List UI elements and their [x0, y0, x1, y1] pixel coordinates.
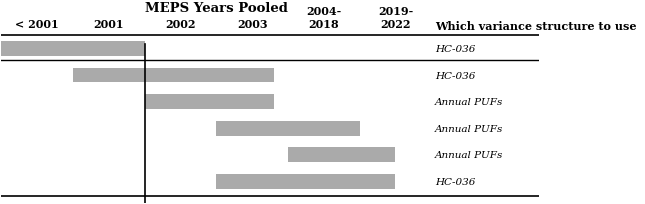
Text: Annual PUFs: Annual PUFs	[435, 98, 503, 107]
Text: Annual PUFs: Annual PUFs	[435, 151, 503, 160]
Text: 2002: 2002	[165, 19, 196, 29]
Text: Which variance structure to use: Which variance structure to use	[435, 21, 637, 32]
Text: HC-036: HC-036	[435, 45, 475, 54]
Text: 2004-
2018: 2004- 2018	[306, 6, 341, 29]
Text: 2001: 2001	[94, 19, 124, 29]
Text: < 2001: < 2001	[15, 19, 59, 29]
Text: MEPS Years Pooled: MEPS Years Pooled	[145, 2, 288, 16]
Bar	[216, 174, 395, 189]
Text: 2019-
2022: 2019- 2022	[378, 6, 413, 29]
Bar	[288, 148, 395, 162]
Text: HC-036: HC-036	[435, 177, 475, 186]
Text: HC-036: HC-036	[435, 71, 475, 80]
Bar	[216, 121, 360, 136]
Bar	[73, 68, 273, 83]
Bar	[144, 95, 273, 109]
Text: 2003: 2003	[237, 19, 268, 29]
Bar	[1, 42, 144, 57]
Text: Annual PUFs: Annual PUFs	[435, 124, 503, 133]
